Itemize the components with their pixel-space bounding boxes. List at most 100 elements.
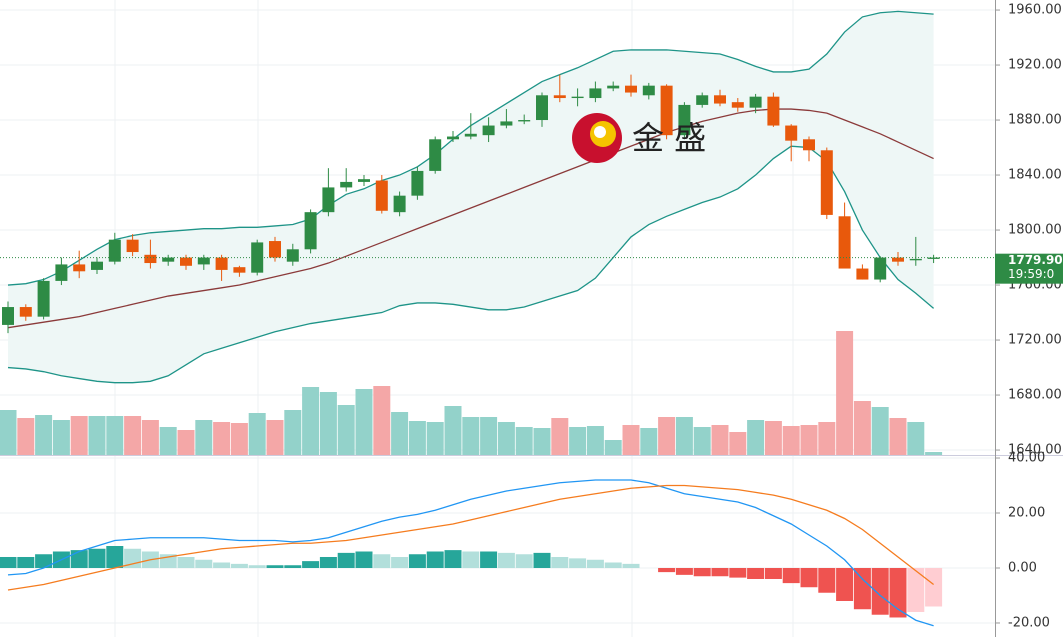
candle-body — [215, 257, 228, 270]
candle-body — [322, 187, 335, 213]
volume-bar — [497, 422, 515, 455]
candle-body — [696, 95, 709, 105]
volume-bar — [693, 427, 711, 455]
candle-body — [518, 120, 531, 122]
y-tick-label: 20.00 — [1008, 506, 1045, 521]
candle-body — [358, 179, 370, 182]
candle-body — [607, 85, 620, 89]
volume-bar — [853, 401, 871, 455]
volume-bar — [747, 420, 765, 455]
candle-body — [464, 133, 477, 137]
volume-bar — [889, 418, 907, 455]
logo-highlight — [594, 126, 606, 138]
macd-bar — [729, 567, 747, 578]
volume-bar — [586, 426, 604, 455]
candle-body — [731, 102, 744, 108]
macd-bar — [782, 567, 800, 584]
macd-bar — [391, 556, 409, 568]
candle-body — [909, 258, 922, 261]
volume-bar — [569, 427, 587, 455]
macd-bar — [266, 565, 284, 568]
macd-bar — [177, 556, 195, 568]
candle-body — [642, 85, 655, 96]
volume-bar — [782, 426, 800, 455]
candle-body — [447, 136, 459, 140]
candle-body — [91, 261, 103, 270]
candle-body — [749, 96, 762, 108]
y-tick-label: 1680.00 — [1008, 388, 1062, 403]
candle-body — [553, 95, 566, 99]
macd-bar — [106, 546, 124, 568]
y-tick-label: 1840.00 — [1008, 168, 1062, 183]
volume-bar — [800, 425, 818, 455]
candle-body — [803, 139, 815, 151]
macd-bar — [889, 567, 907, 618]
volume-bar — [88, 416, 106, 455]
volume-bar — [408, 421, 426, 455]
volume-bar — [373, 386, 391, 455]
candle-body — [927, 257, 940, 259]
volume-bar — [17, 418, 35, 455]
candle-body — [180, 257, 192, 266]
macd-bar — [604, 562, 622, 568]
dea-line — [7, 484, 934, 591]
volume-bar — [177, 430, 195, 455]
macd-bar — [213, 562, 231, 568]
candle-body — [874, 257, 887, 280]
candle-body — [571, 96, 584, 99]
volume-bar — [337, 405, 355, 455]
last-price-label: 1779.90 — [1008, 253, 1063, 267]
macd-bar — [693, 567, 711, 577]
macd-bar — [586, 559, 604, 568]
macd-bar — [284, 565, 302, 568]
logo: 金 盛 — [572, 113, 706, 163]
volume-bar — [195, 420, 213, 455]
candle-body — [660, 85, 673, 136]
volume-bar — [764, 421, 782, 455]
candle-body — [37, 280, 50, 317]
volume-bar — [0, 410, 17, 455]
logo-text: 金 盛 — [632, 119, 706, 157]
macd-bar — [0, 556, 17, 568]
candle-body — [304, 212, 317, 250]
volume-bar — [159, 427, 177, 455]
volume-bar — [711, 425, 729, 455]
candle-body — [767, 96, 780, 126]
y-tick-label: -20.00 — [1008, 615, 1050, 630]
volume-bar — [444, 406, 462, 455]
macd-bar — [818, 567, 836, 593]
candle-body — [19, 307, 32, 317]
macd-bar — [319, 556, 337, 568]
macd-bar — [497, 552, 515, 568]
macd-bar — [302, 561, 320, 568]
macd-bar — [426, 551, 444, 568]
volume-bar — [675, 417, 693, 455]
macd-bar — [853, 567, 871, 610]
volume-bar — [640, 428, 658, 455]
macd-bar — [373, 554, 391, 568]
volume-bar — [622, 425, 640, 455]
volume-bar — [480, 417, 498, 455]
volume-bar — [106, 416, 124, 455]
macd-bar — [230, 563, 248, 568]
volume-bar — [729, 432, 747, 455]
macd-bar — [480, 551, 498, 568]
candle-body — [126, 239, 139, 253]
macd-bar — [551, 556, 569, 568]
candle-body — [340, 181, 353, 188]
candle-body — [838, 216, 851, 269]
macd-bar — [462, 551, 480, 568]
macd-bar — [658, 567, 676, 573]
band-lower — [7, 145, 935, 384]
volume-bar — [426, 422, 444, 455]
countdown-label: 19:59:0 — [1008, 267, 1054, 281]
candle-body — [286, 249, 299, 262]
macd-bar — [800, 567, 818, 588]
macd-bar — [337, 552, 355, 568]
candle-body — [856, 268, 869, 280]
y-tick-label: 0.00 — [1008, 560, 1037, 575]
volume-bar — [248, 413, 266, 455]
volume-bar — [213, 422, 231, 455]
volume-bar — [124, 416, 142, 455]
candle-body — [393, 195, 406, 213]
